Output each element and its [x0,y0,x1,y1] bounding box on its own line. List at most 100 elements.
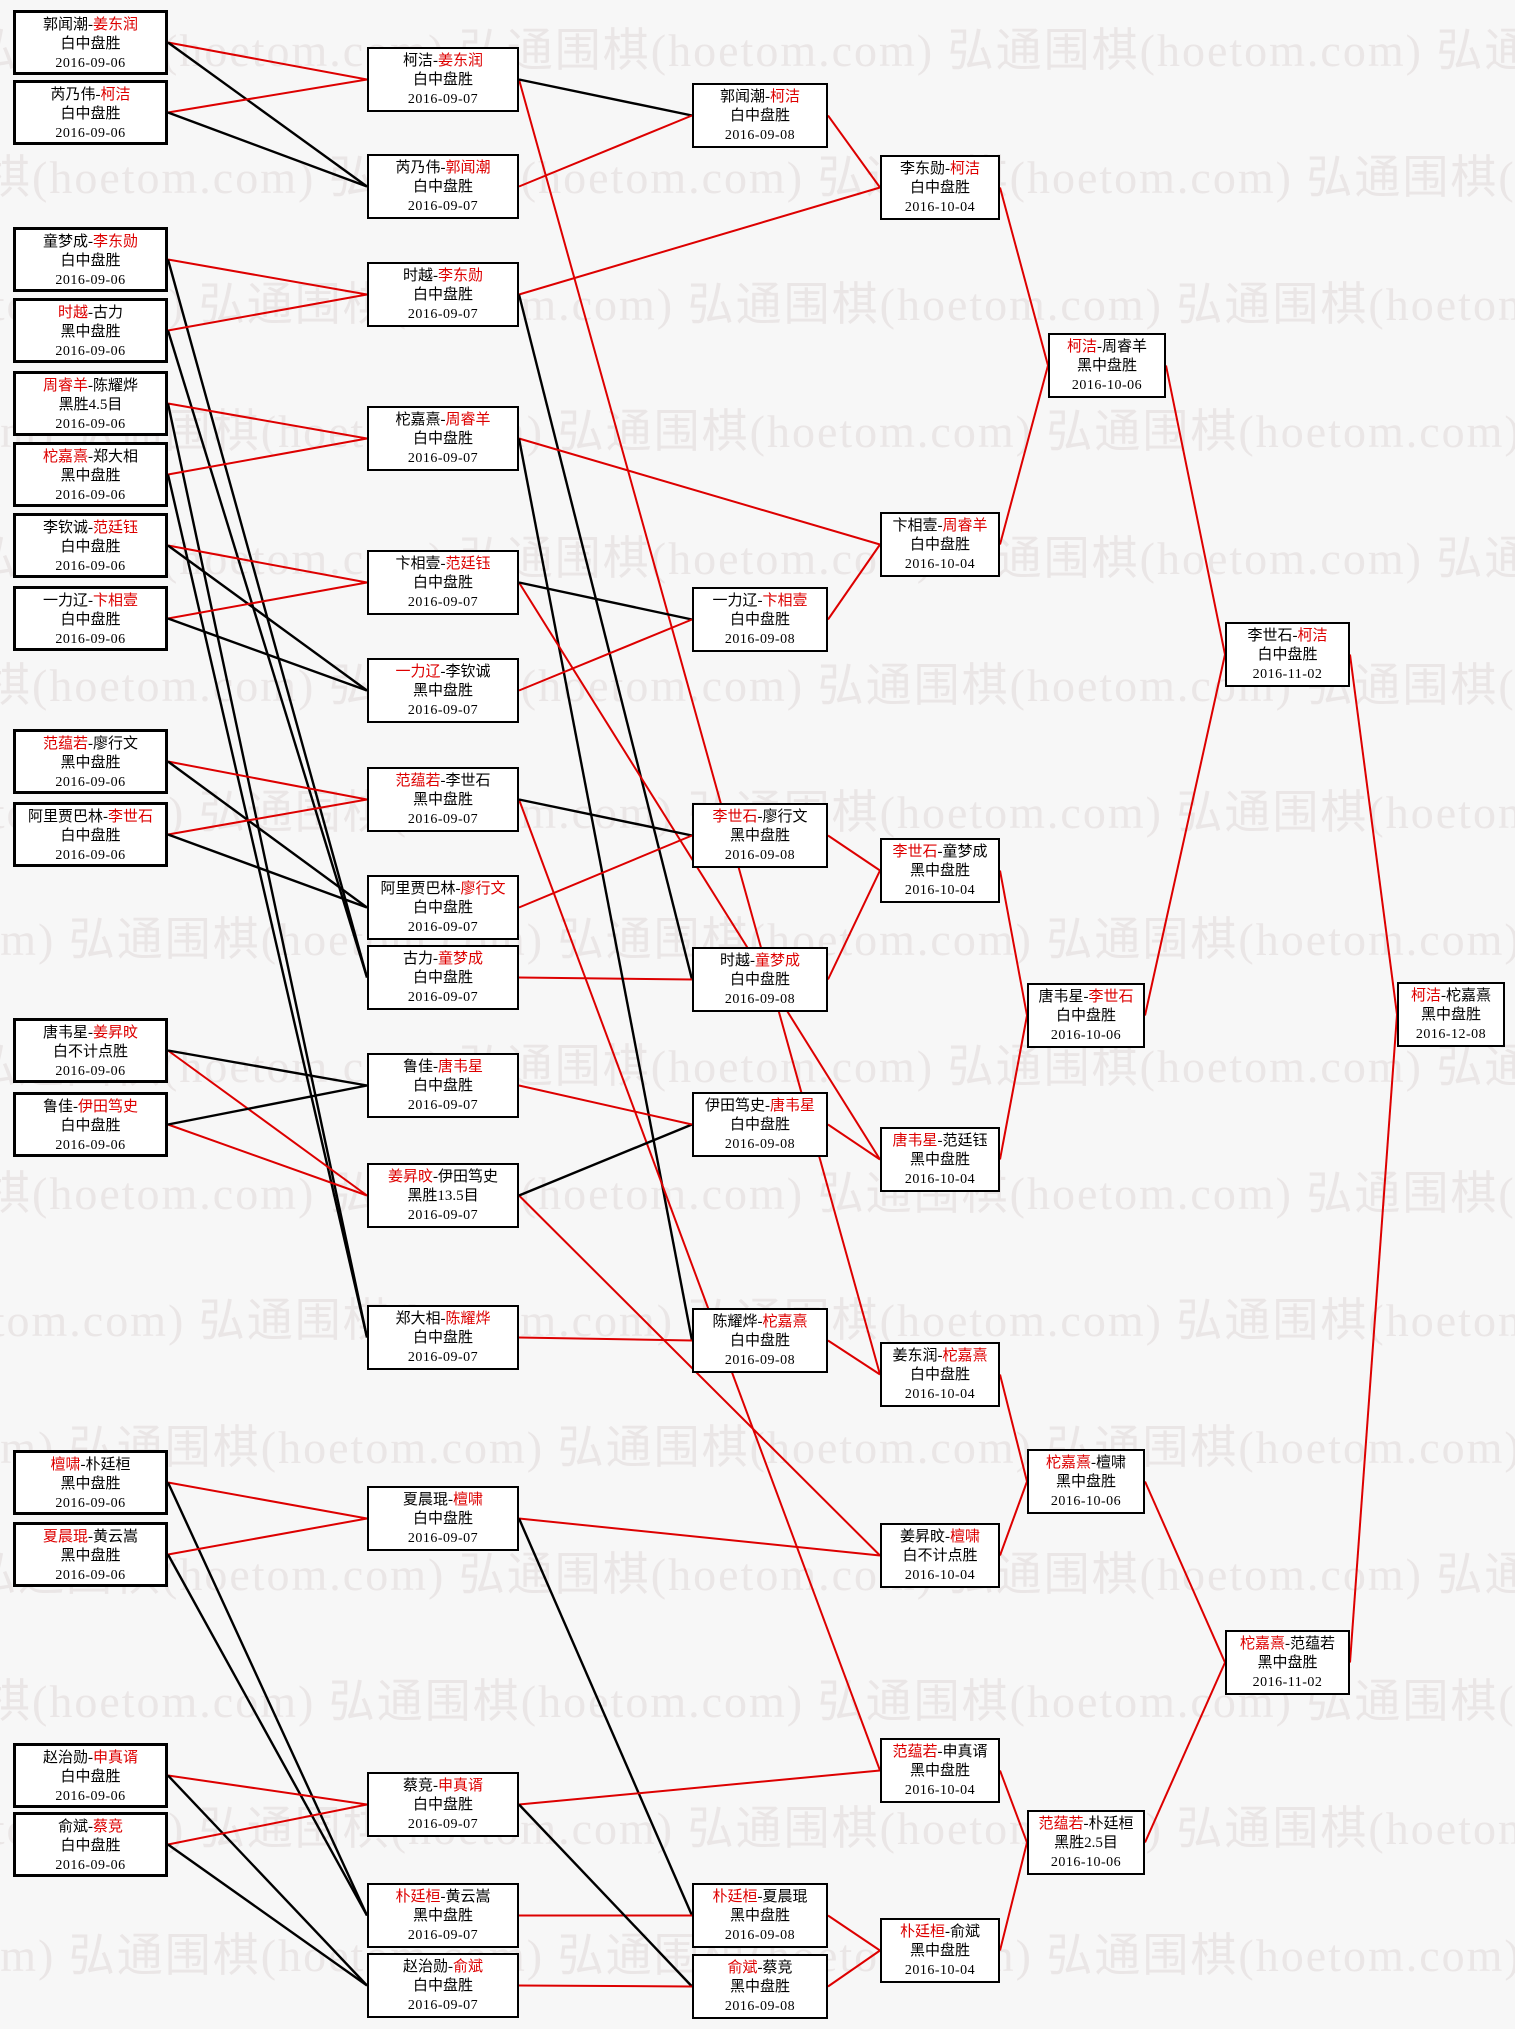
match-date: 2016-09-08 [724,128,796,143]
match-r2m6: 一力辽-李钦诚 黑中盘胜 2016-09-07 [367,658,519,723]
player-1: 周睿羊 [42,378,88,394]
match-date: 2016-10-04 [904,1172,976,1187]
players-separator: - [88,234,93,250]
match-date: 2016-09-07 [407,1817,479,1832]
match-result: 白中盘胜 [60,253,121,269]
players-separator: - [88,520,93,536]
player-1: 柁嘉熹 [395,412,441,428]
match-players: 阿里贾巴林-李世石 [16,808,165,827]
player-1: 夏晨琨 [402,1492,448,1508]
watermark-text: 弘通围棋(hoetom.com) 弘通围棋(hoetom.com) 弘通围棋(h… [0,1549,1515,1600]
player-2: 檀啸 [453,1492,484,1508]
player-2: 申真谞 [942,1744,988,1760]
match-date: 2016-09-08 [724,1928,796,1943]
edge-r1m15-r2m16-loser [167,1774,368,1987]
player-1: 唐韦星 [1038,989,1084,1005]
match-date: 2016-09-07 [407,1531,479,1546]
watermark-text: 弘通围棋(hoetom.com) 弘通围棋(hoetom.com) 弘通围棋(h… [0,1168,1515,1219]
player-1: 伊田笃史 [704,1098,765,1114]
players-separator: - [88,378,93,394]
edge-r1m11-r2m10-loser [167,1049,368,1087]
match-result: 黑中盘胜 [729,828,790,844]
player-1: 范蕴若 [892,1744,938,1760]
match-players: 唐韦星-范廷钰 [882,1132,998,1151]
match-players: 古力-童梦成 [369,950,517,969]
edge-r4m2-r5m1-winner [999,365,1049,545]
players-separator: - [103,809,108,825]
edge-r1m1-r2m2-loser [167,41,368,188]
players-separator: - [757,593,763,609]
edge-r1m13-r2m15-loser [166,1481,369,1917]
player-2: 伊田笃史 [438,1169,499,1185]
edge-r4m4-r5m2-winner [999,1015,1028,1160]
match-date: 2016-09-07 [407,92,479,107]
edge-r1m11-r2m11-winner [167,1049,368,1197]
players-separator: - [765,1098,770,1114]
match-result: 白中盘胜 [412,72,473,88]
edge-r2m13-r3m7-loser [517,1518,694,1916]
players-separator: - [440,664,446,680]
player-2: 童梦成 [438,951,484,967]
player-1: 柁嘉熹 [1239,1636,1285,1652]
match-players: 时越-古力 [16,304,165,323]
match-r1m12: 鲁佳-伊田笃史 白中盘胜 2016-09-06 [13,1092,168,1157]
match-players: 柁嘉熹-檀啸 [1029,1454,1143,1473]
match-players: 郭闻潮-柯洁 [694,88,826,107]
match-r1m11: 唐韦星-姜昇旼 白不计点胜 2016-09-06 [13,1018,168,1083]
edge-r6m2-r7m1-winner [1349,1014,1398,1663]
players-separator: - [937,844,943,860]
match-players: 伊田笃史-唐韦星 [694,1097,826,1116]
match-date: 2016-09-07 [407,1350,479,1365]
player-1: 朴廷桓 [395,1889,441,1905]
match-result: 白中盘胜 [60,1769,121,1785]
players-separator: - [1441,988,1446,1004]
edge-r2m11-r4m6-winner [518,1194,881,1557]
match-date: 2016-09-06 [55,488,126,503]
edge-r1m7-r2m6-loser [167,544,368,692]
edge-r2m13-r4m6-winner [518,1517,881,1557]
player-1: 郭闻潮 [42,17,88,33]
player-2: 李东勋 [93,234,139,250]
match-date: 2016-09-07 [407,920,479,935]
edge-r4m1-r5m1-winner [999,187,1049,366]
edge-r1m9-r2m8-loser [167,760,368,909]
match-result: 白中盘胜 [60,828,121,844]
match-players: 陈耀烨-柁嘉熹 [694,1313,826,1332]
match-date: 2016-09-06 [55,1138,126,1153]
match-result: 白中盘胜 [412,970,473,986]
watermark-text: 弘通围棋(hoetom.com) 弘通围棋(hoetom.com) 弘通围棋(h… [0,1422,1515,1473]
players-separator: - [433,268,438,284]
match-date: 2016-09-06 [55,1789,126,1804]
match-result: 白中盘胜 [412,1511,473,1527]
player-1: 郭闻潮 [719,89,765,105]
player-1: 俞斌 [727,1960,758,1976]
player-1: 朴廷桓 [712,1889,758,1905]
players-separator: - [945,161,950,177]
edge-r2m7-r4m7-winner [518,799,881,1771]
match-r2m11: 姜昇旼-伊田笃史 黑胜13.5目 2016-09-07 [367,1163,519,1228]
match-date: 2016-09-07 [407,1098,479,1113]
match-r2m10: 鲁佳-唐韦星 白中盘胜 2016-09-07 [367,1053,519,1118]
players-separator: - [448,1492,453,1508]
player-1: 鲁佳 [402,1059,433,1075]
match-result: 黑中盘胜 [909,1763,970,1779]
player-1: 阿里贾巴林 [27,809,103,825]
match-players: 俞斌-蔡竞 [16,1818,165,1837]
edge-r2m4-r3m6-loser [517,438,694,1341]
match-players: 卞相壹-范廷钰 [369,555,517,574]
player-1: 赵治勋 [402,1959,448,1975]
match-players: 周睿羊-陈耀烨 [16,377,165,396]
players-separator: - [95,87,101,103]
player-2: 古力 [93,305,124,321]
match-r1m8: 一力辽-卞相壹 白中盘胜 2016-09-06 [13,586,168,651]
match-date: 2016-09-07 [407,703,479,718]
player-2: 郑大相 [93,449,139,465]
match-result: 白中盘胜 [909,537,970,553]
match-players: 时越-童梦成 [694,952,826,971]
player-1: 卞相壹 [395,556,441,572]
match-players: 芮乃伟-柯洁 [16,86,165,105]
edge-r2m3-r3m4-loser [517,294,694,980]
match-result: 白中盘胜 [412,900,473,916]
match-date: 2016-10-04 [904,1568,976,1583]
player-2: 周睿羊 [1102,339,1148,355]
